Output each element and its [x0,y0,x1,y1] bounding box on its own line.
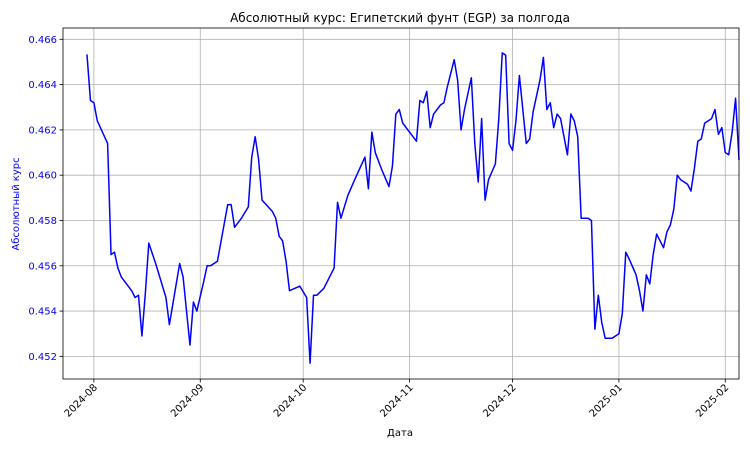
y-tick-label: 0.466 [28,35,57,46]
chart-title: Абсолютный курс: Египетский фунт (EGP) з… [230,11,570,25]
plot-frame [62,27,740,380]
y-tick-label: 0.462 [28,125,57,136]
series-line-egp [86,52,740,364]
series-layer [86,52,740,364]
grid-lines [63,28,739,379]
y-tick-label: 0.460 [28,171,57,182]
y-axis-label: Абсолютный курс [11,157,22,250]
y-tick-label: 0.454 [28,307,57,318]
y-tick-label: 0.464 [28,80,57,91]
y-tick-label: 0.456 [28,261,57,272]
y-tick-label: 0.458 [28,216,57,227]
y-tick-label: 0.452 [28,352,57,363]
x-axis-label: Дата [387,428,413,439]
